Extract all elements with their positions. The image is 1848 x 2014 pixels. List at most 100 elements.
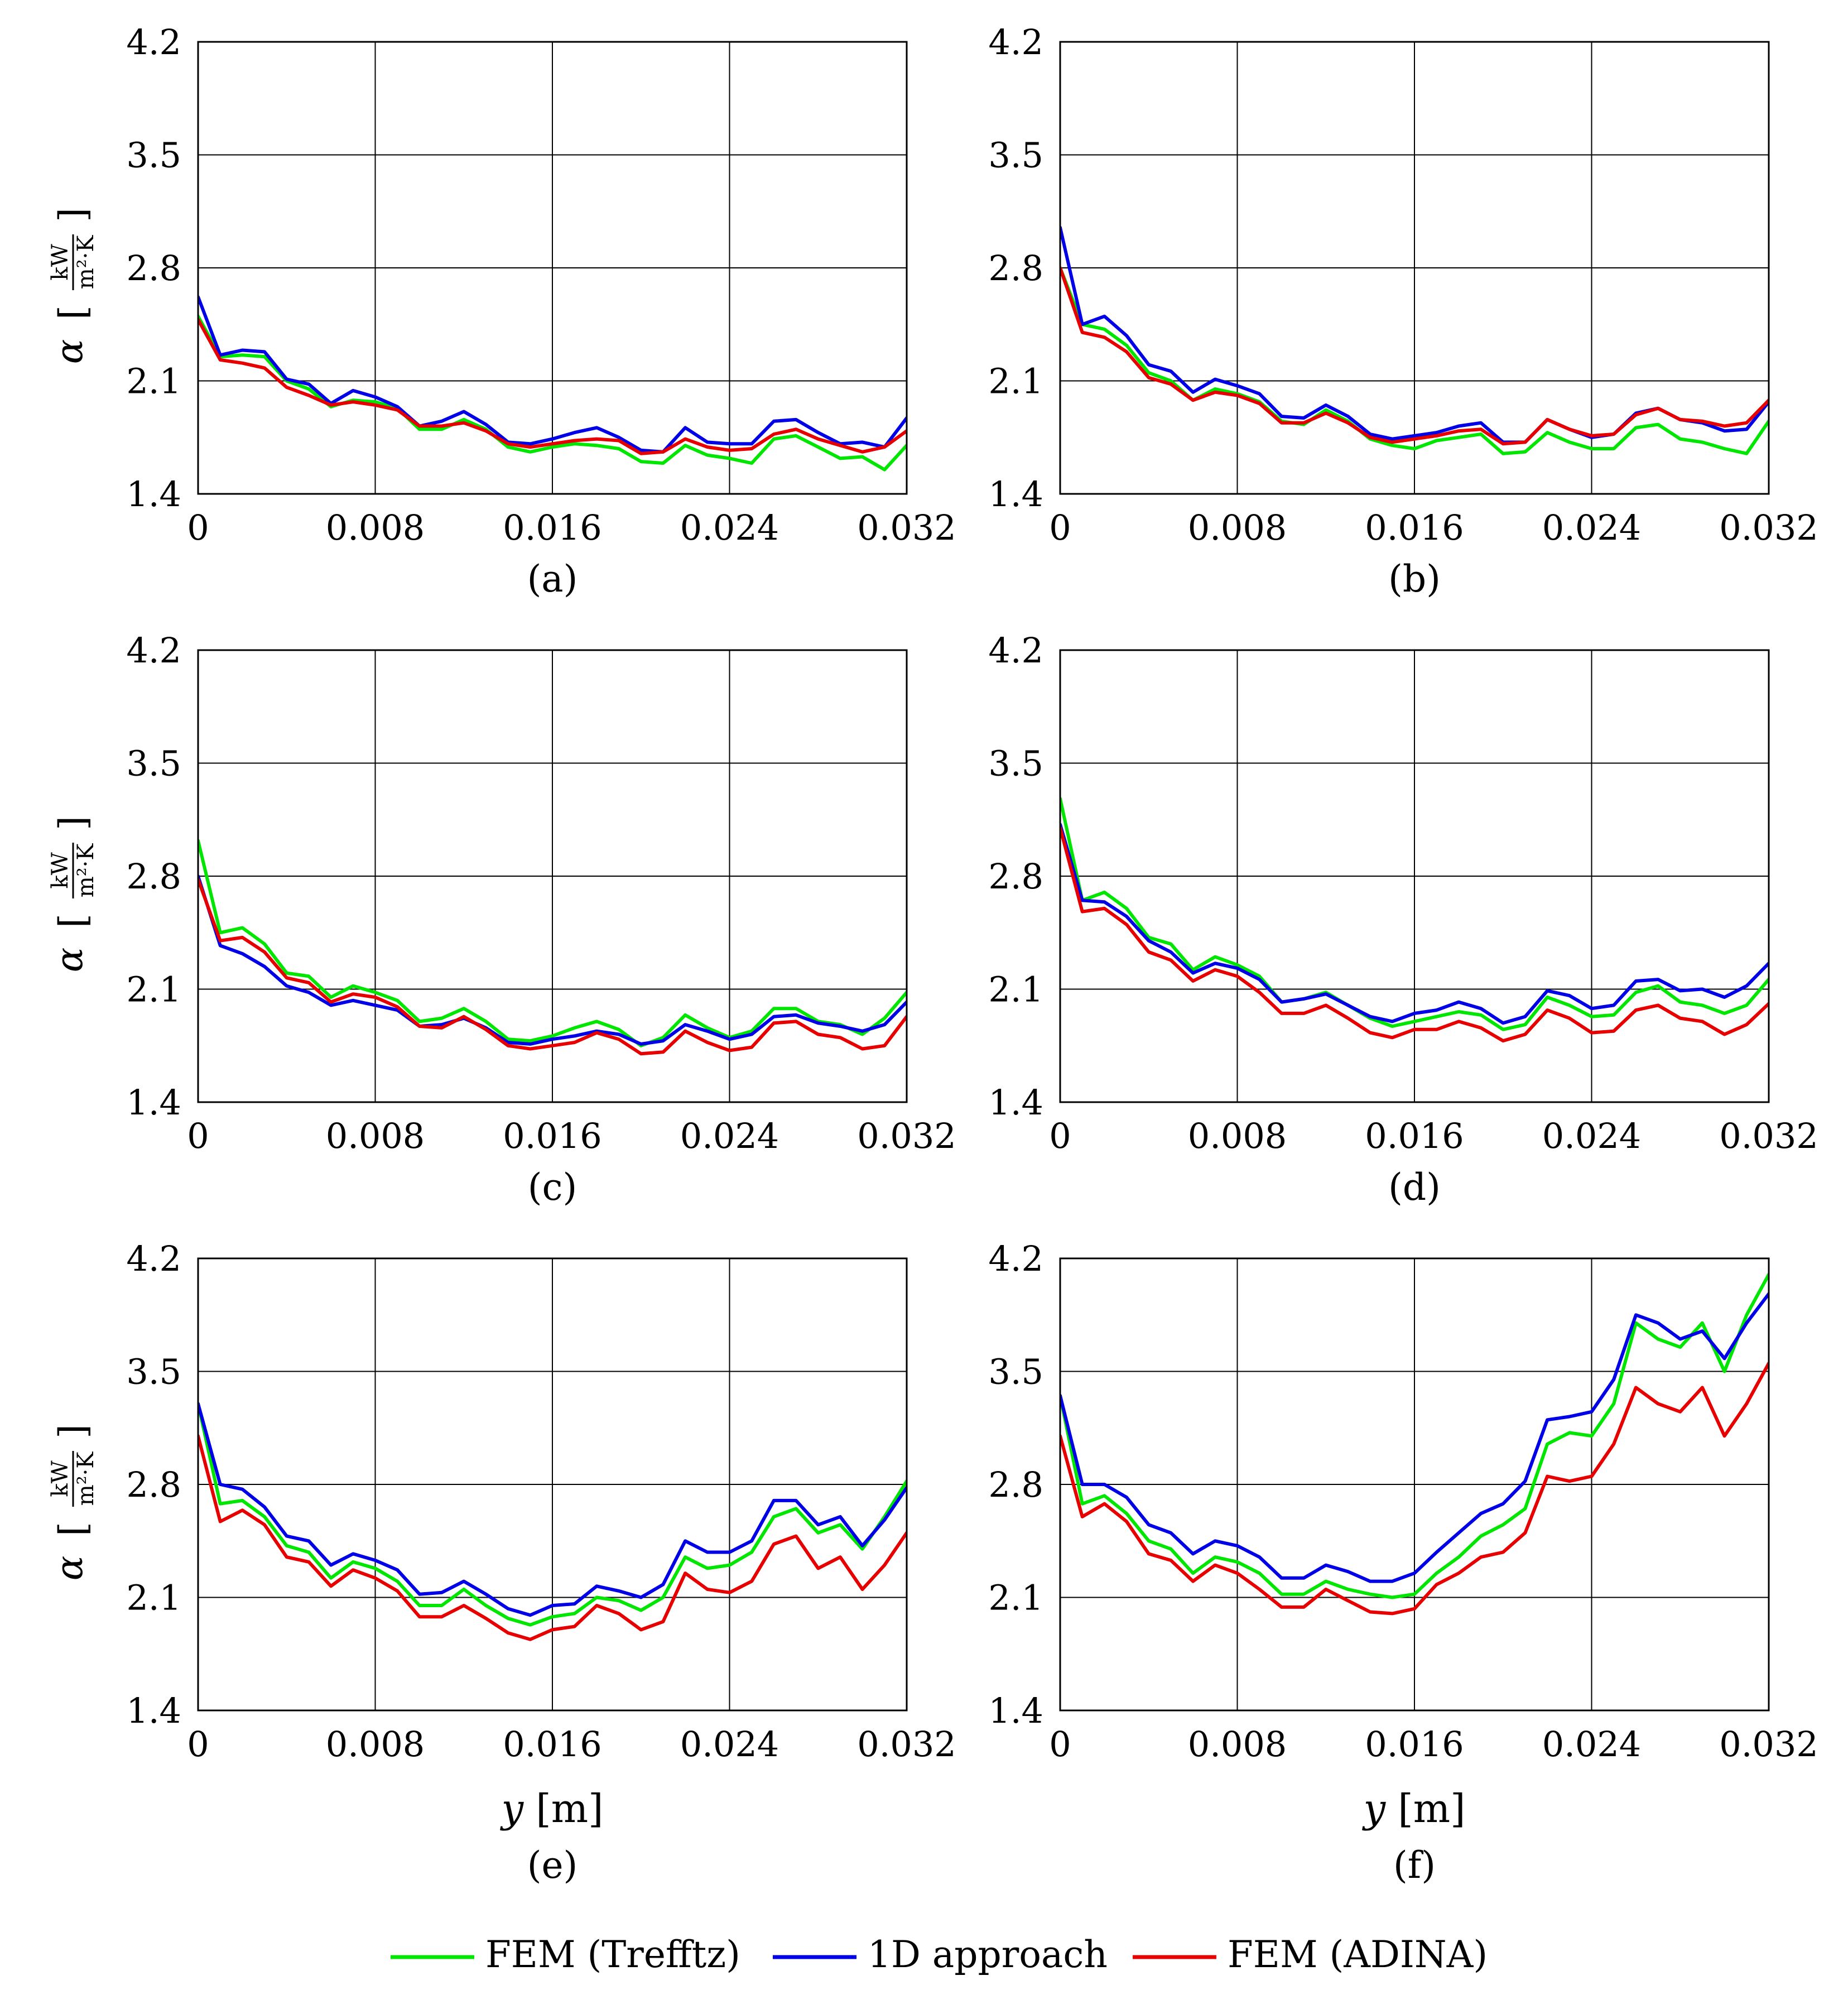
y-tick-label: 4.2 <box>126 1238 181 1279</box>
y-tick-label: 3.5 <box>126 743 181 784</box>
y-axis-symbol: α <box>48 339 91 364</box>
y-unit-numerator: kW <box>47 244 73 280</box>
x-tick-label: 0 <box>1049 1116 1071 1156</box>
series-line-1d-approach <box>1060 1292 1769 1583</box>
y-tick-label: 2.1 <box>126 361 181 402</box>
bracket-right: ] <box>51 1424 94 1439</box>
y-tick-label: 3.5 <box>988 743 1043 784</box>
panel-caption: (d) <box>1388 1166 1441 1209</box>
bracket-right: ] <box>51 816 94 830</box>
x-tick-label: 0.008 <box>326 507 425 548</box>
bracket-left: [ <box>51 1522 94 1536</box>
y-tick-label: 2.8 <box>126 248 181 289</box>
y-tick-label: 1.4 <box>988 1690 1043 1731</box>
panel-caption: (f) <box>1393 1844 1436 1887</box>
x-tick-label: 0.032 <box>1719 1116 1818 1156</box>
x-tick-label: 0 <box>187 1724 209 1765</box>
x-tick-label: 0.008 <box>326 1116 425 1156</box>
y-tick-label: 1.4 <box>126 1082 181 1123</box>
chart-panel-a: 1.4 2.1 2.8 3.5 4.2 0 0.008 0.016 0.024 0.032 α [kW… <box>47 22 956 600</box>
chart-panel-e: 1.4 2.1 2.8 3.5 4.2 0 0.008 0.016 0.024 0.032 α [kW… <box>47 1238 956 1887</box>
y-tick-label: 1.4 <box>988 474 1043 515</box>
chart-panel-b: 1.4 2.1 2.8 3.5 4.2 0 0.008 0.016 0.024 0.032 (b) <box>988 22 1818 600</box>
x-tick-label: 0.016 <box>1365 507 1464 548</box>
y-tick-label: 2.8 <box>126 856 181 897</box>
series-line-fem-trefftz <box>1060 797 1769 1031</box>
y-tick-label: 2.8 <box>126 1464 181 1505</box>
x-tick-label: 0.032 <box>1719 1724 1818 1765</box>
y-unit-numerator: kW <box>47 852 73 888</box>
panel-caption: (b) <box>1388 557 1441 600</box>
x-tick-label: 0.016 <box>1365 1724 1464 1765</box>
y-tick-label: 3.5 <box>988 1352 1043 1392</box>
x-tick-label: 0.024 <box>680 1724 779 1765</box>
plot-frame <box>1059 1257 1770 1712</box>
y-tick-label: 3.5 <box>126 1352 181 1392</box>
series-line-fem-adina <box>198 877 907 1056</box>
y-axis-label: α [kW m²·K] <box>47 1424 99 1580</box>
legend-label: FEM (ADINA) <box>1228 1933 1488 1976</box>
panels: 1.4 2.1 2.8 3.5 4.2 0 0.008 0.016 0.024 0.032 α [kW… <box>47 22 1818 1887</box>
y-axis-symbol: α <box>48 1556 91 1581</box>
y-axis-label: α [kW m²·K] <box>47 816 99 972</box>
y-tick-label: 3.5 <box>126 135 181 176</box>
x-tick-label: 0.008 <box>1188 1724 1287 1765</box>
y-tick-label: 4.2 <box>126 22 181 63</box>
chart-panel-f: 1.4 2.1 2.8 3.5 4.2 0 0.008 0.016 0.024 0.032 y [m… <box>988 1238 1818 1887</box>
y-tick-label: 4.2 <box>988 1238 1043 1279</box>
x-tick-label: 0.024 <box>680 507 779 548</box>
x-tick-label: 0.008 <box>1188 507 1287 548</box>
chart-panel-d: 1.4 2.1 2.8 3.5 4.2 0 0.008 0.016 0.024 0.032 (d) <box>988 630 1818 1209</box>
y-unit-denominator: m²·K <box>73 235 99 290</box>
series-line-fem-trefftz <box>198 839 907 1047</box>
x-tick-label: 0.016 <box>503 507 602 548</box>
x-tick-label: 0.032 <box>857 1116 956 1156</box>
series-line-fem-trefftz <box>198 314 907 472</box>
panel-caption: (c) <box>528 1166 577 1209</box>
legend-label: FEM (Trefftz) <box>485 1933 740 1976</box>
y-tick-label: 4.2 <box>988 630 1043 671</box>
y-tick-label: 1.4 <box>126 1690 181 1731</box>
legend-item: FEM (Trefftz) <box>391 1933 740 1976</box>
plot-frame <box>197 1257 908 1712</box>
series-line-1d-approach <box>198 1402 907 1617</box>
legend-item: FEM (ADINA) <box>1133 1933 1488 1976</box>
y-axis-symbol: α <box>48 948 91 973</box>
series-line-fem-adina <box>198 318 907 455</box>
y-tick-label: 2.1 <box>126 1578 181 1618</box>
series-line-fem-adina <box>1060 266 1769 446</box>
x-tick-label: 0.032 <box>1719 507 1818 548</box>
plot-frame <box>197 649 908 1103</box>
x-tick-label: 0.016 <box>503 1724 602 1765</box>
y-axis-label: α [kW m²·K] <box>47 208 99 364</box>
y-tick-label: 2.1 <box>126 969 181 1010</box>
x-tick-label: 0.016 <box>503 1116 602 1156</box>
y-tick-label: 1.4 <box>126 474 181 515</box>
y-tick-label: 4.2 <box>126 630 181 671</box>
panel-caption: (e) <box>527 1844 578 1887</box>
series-line-1d-approach <box>198 295 907 454</box>
x-tick-label: 0 <box>187 1116 209 1156</box>
y-unit-denominator: m²·K <box>73 843 99 898</box>
y-tick-label: 4.2 <box>988 22 1043 63</box>
x-tick-label: 0.008 <box>326 1724 425 1765</box>
chart-panel-c: 1.4 2.1 2.8 3.5 4.2 0 0.008 0.016 0.024 0.032 α [kW… <box>47 630 956 1209</box>
x-axis-label: y [m] <box>1362 1786 1466 1832</box>
plot-frame <box>197 41 908 495</box>
x-tick-label: 0.024 <box>680 1116 779 1156</box>
x-tick-label: 0.024 <box>1542 507 1642 548</box>
x-tick-label: 0 <box>1049 1724 1071 1765</box>
x-tick-label: 0 <box>187 507 209 548</box>
legend-label: 1D approach <box>868 1933 1108 1976</box>
panel-caption: (a) <box>527 557 578 600</box>
bracket-right: ] <box>51 208 94 222</box>
legend-item: 1D approach <box>773 1933 1108 1976</box>
plot-frame <box>1059 649 1770 1103</box>
x-tick-label: 0 <box>1049 507 1071 548</box>
y-unit-denominator: m²·K <box>73 1451 99 1506</box>
x-tick-label: 0.032 <box>857 1724 956 1765</box>
series-line-fem-trefftz <box>198 1402 907 1627</box>
series-line-fem-adina <box>1060 1362 1769 1616</box>
y-tick-label: 3.5 <box>988 135 1043 176</box>
